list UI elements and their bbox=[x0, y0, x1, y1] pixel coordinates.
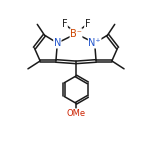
Text: F: F bbox=[85, 19, 90, 29]
Text: N⁺: N⁺ bbox=[88, 38, 101, 48]
Text: OMe: OMe bbox=[66, 109, 86, 118]
Text: F: F bbox=[62, 19, 67, 29]
Text: B⁻: B⁻ bbox=[70, 29, 82, 39]
Text: N: N bbox=[54, 38, 61, 48]
